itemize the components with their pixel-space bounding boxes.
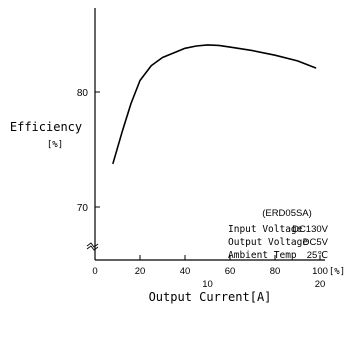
input-voltage-label: Input Voltage [228,224,303,235]
x-tick-label: 80 [270,266,281,277]
ambient-temp-label: Ambient Temp [228,250,297,261]
y-tick-label: 70 [77,203,89,214]
x-amp-tick-label: 10 [202,279,213,290]
y-axis-unit: [%] [47,140,63,150]
x-tick-label: 0 [92,266,97,277]
x-tick-label: 40 [180,266,191,277]
model-label: (ERD05SA) [262,208,312,219]
ambient-temp-value: 25℃ [307,250,329,261]
output-voltage-label: Output Voltage [228,237,308,248]
efficiency-curve [112,44,317,165]
x-tick-label: 20 [135,266,146,277]
x-axis-unit: [%] [329,267,345,277]
x-tick-label: 100 [312,266,328,277]
x-axis-label: Output Current[A] [149,290,272,304]
input-voltage-value: DC130V [292,224,329,235]
y-axis-label: Efficiency [10,120,82,134]
axis-break-mark [86,242,99,251]
conditions-annotation: (ERD05SA) Input Voltage DC130V Output Vo… [228,208,329,261]
output-voltage-value: DC5V [303,237,329,248]
y-tick-label: 80 [77,88,89,99]
x-amp-tick-label: 20 [315,279,326,290]
x-tick-label: 60 [225,266,236,277]
